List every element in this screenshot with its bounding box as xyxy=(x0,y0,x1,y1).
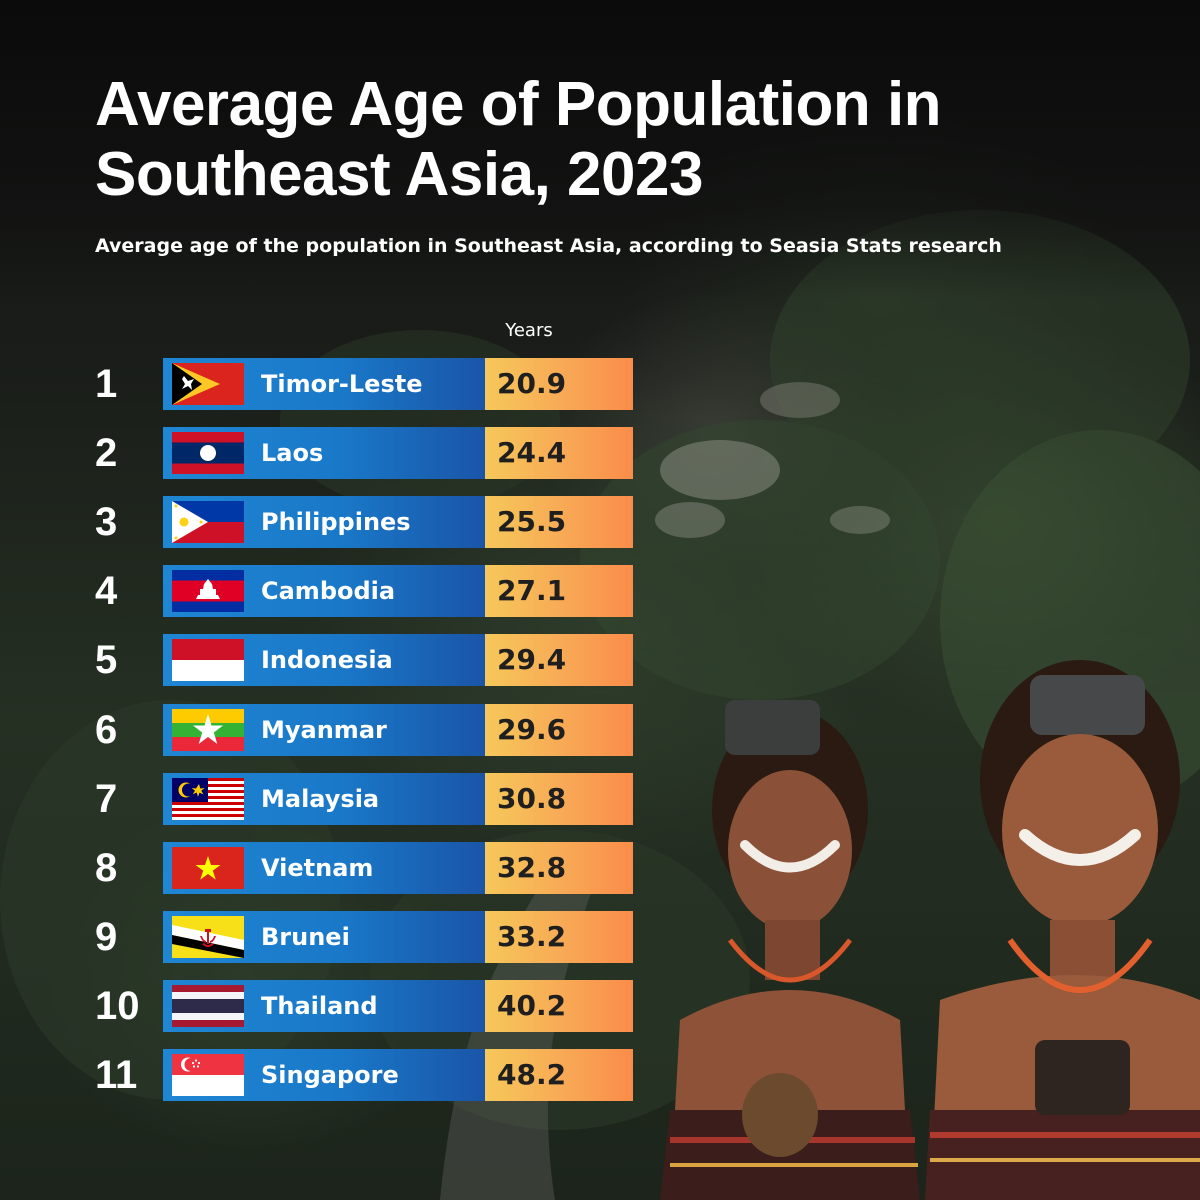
country-bar: Singapore xyxy=(163,1049,485,1101)
country-label: Philippines xyxy=(261,508,411,537)
value-column-header: Years xyxy=(505,320,553,341)
table-row: 8 Vietnam 32.8 xyxy=(95,841,640,894)
country-bar: Timor-Leste xyxy=(163,358,485,410)
value-cell: 20.9 xyxy=(485,358,633,410)
malaysia-flag-icon xyxy=(172,777,244,820)
chart-subtitle: Average age of the population in Southea… xyxy=(95,235,1002,257)
rank-label: 7 xyxy=(95,776,118,821)
country-label: Laos xyxy=(261,439,324,468)
country-label: Thailand xyxy=(261,991,378,1020)
value-cell: 40.2 xyxy=(485,979,633,1032)
value-label: 32.8 xyxy=(497,850,567,884)
table-row: 1 Timor-Leste 20.9 xyxy=(95,358,640,410)
table-row: 9 Brunei 33.2 xyxy=(95,910,640,963)
timor-leste-flag-icon xyxy=(172,363,244,405)
country-label: Singapore xyxy=(261,1061,399,1089)
rank-label: 5 xyxy=(95,638,118,683)
country-label: Cambodia xyxy=(261,577,396,606)
table-row: 4 Cambodia 27.1 xyxy=(95,565,640,618)
value-label: 20.9 xyxy=(497,367,567,400)
country-bar: Indonesia xyxy=(163,634,485,687)
table-row: 2 Laos 24.4 xyxy=(95,427,640,480)
value-cell: 32.8 xyxy=(485,841,633,894)
rank-label: 10 xyxy=(95,983,140,1028)
value-label: 48.2 xyxy=(497,1058,567,1091)
value-label: 25.5 xyxy=(497,505,567,539)
rank-label: 3 xyxy=(95,500,118,545)
country-bar: Cambodia xyxy=(163,565,485,618)
rank-label: 9 xyxy=(95,914,118,959)
brunei-flag-icon xyxy=(172,915,244,958)
value-cell: 30.8 xyxy=(485,772,633,825)
value-label: 30.8 xyxy=(497,781,567,815)
philippines-flag-icon xyxy=(172,501,244,544)
rank-label: 6 xyxy=(95,707,118,752)
value-cell: 27.1 xyxy=(485,565,633,618)
country-bar: Myanmar xyxy=(163,703,485,756)
value-label: 29.6 xyxy=(497,712,567,746)
myanmar-flag-icon xyxy=(172,708,244,751)
country-bar: Thailand xyxy=(163,979,485,1032)
country-bar: Laos xyxy=(163,427,485,480)
value-label: 29.4 xyxy=(497,643,567,677)
country-bar: Vietnam xyxy=(163,841,485,894)
country-bar: Philippines xyxy=(163,496,485,549)
thailand-flag-icon xyxy=(172,984,244,1027)
value-label: 40.2 xyxy=(497,988,567,1022)
title-shade xyxy=(0,0,1200,300)
singapore-flag-icon xyxy=(172,1054,244,1096)
value-cell: 24.4 xyxy=(485,427,633,480)
value-cell: 33.2 xyxy=(485,910,633,963)
country-label: Brunei xyxy=(261,922,350,951)
country-bar: Brunei xyxy=(163,910,485,963)
country-label: Timor-Leste xyxy=(261,370,423,398)
value-label: 27.1 xyxy=(497,574,567,608)
rank-label: 4 xyxy=(95,569,118,614)
value-label: 33.2 xyxy=(497,919,567,953)
value-cell: 29.4 xyxy=(485,634,633,687)
country-label: Malaysia xyxy=(261,784,380,813)
table-row: 5 Indonesia 29.4 xyxy=(95,634,640,687)
indonesia-flag-icon xyxy=(172,639,244,682)
value-cell: 25.5 xyxy=(485,496,633,549)
rank-label: 1 xyxy=(95,362,118,406)
table-row: 7 Malaysia 30.8 xyxy=(95,772,640,825)
people-illustration xyxy=(660,660,1200,1200)
table-row: 3 Philippines 25.5 xyxy=(95,496,640,549)
country-label: Myanmar xyxy=(261,715,387,744)
table-row: 10 Thailand 40.2 xyxy=(95,979,640,1032)
country-label: Vietnam xyxy=(261,853,374,882)
table-row: 6 Myanmar 29.6 xyxy=(95,703,640,756)
value-cell: 29.6 xyxy=(485,703,633,756)
cambodia-flag-icon xyxy=(172,570,244,613)
rank-label: 2 xyxy=(95,431,118,476)
value-cell: 48.2 xyxy=(485,1049,633,1101)
country-label: Indonesia xyxy=(261,646,393,675)
chart-title: Average Age of Population in Southeast A… xyxy=(95,70,942,209)
vietnam-flag-icon xyxy=(172,846,244,889)
country-bar: Malaysia xyxy=(163,772,485,825)
rank-label: 8 xyxy=(95,845,118,890)
laos-flag-icon xyxy=(172,432,244,475)
table-row: 11 Singapore 48.2 xyxy=(95,1049,640,1101)
rank-label: 11 xyxy=(95,1053,138,1097)
value-label: 24.4 xyxy=(497,436,567,470)
